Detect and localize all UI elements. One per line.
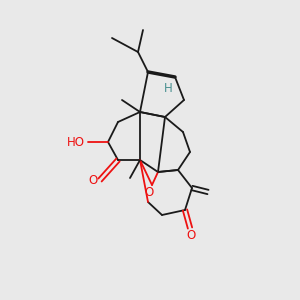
Text: H: H bbox=[164, 82, 172, 94]
Text: O: O bbox=[89, 173, 98, 187]
Text: O: O bbox=[186, 229, 196, 242]
Text: HO: HO bbox=[67, 136, 85, 148]
Text: O: O bbox=[144, 186, 154, 199]
